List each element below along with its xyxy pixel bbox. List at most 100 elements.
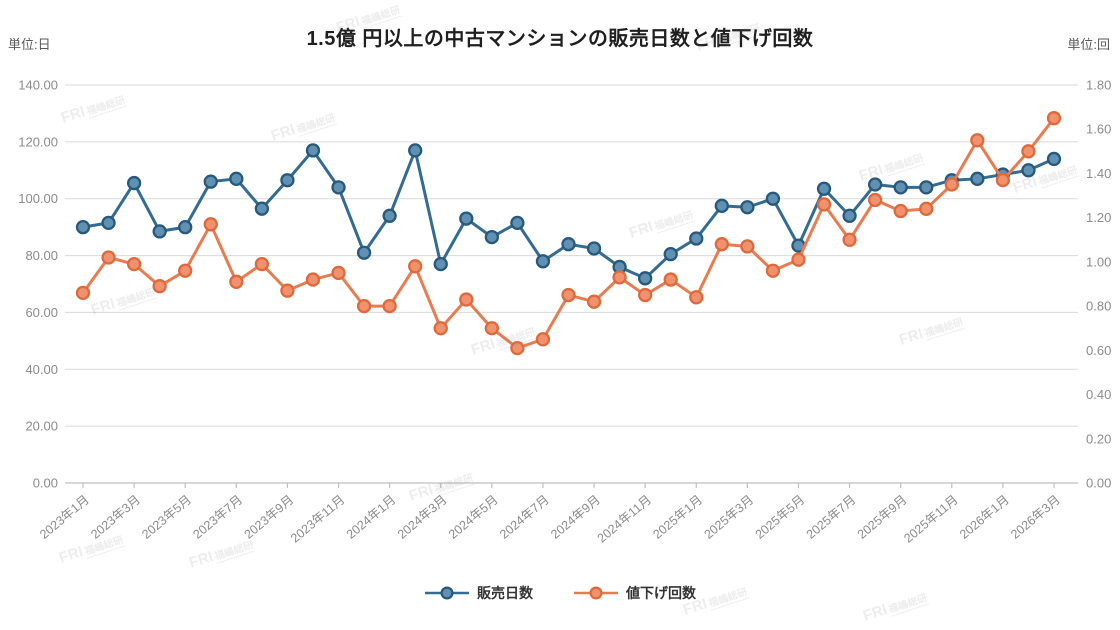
sales-days-point bbox=[408, 143, 423, 158]
y-axis-label-left: 140.00 bbox=[18, 78, 58, 93]
sales-days-point bbox=[893, 180, 908, 195]
price-cuts-point bbox=[254, 256, 270, 272]
sales-days-legend-marker-icon bbox=[425, 586, 469, 600]
sales-days-point bbox=[714, 198, 729, 213]
sales-days-point bbox=[842, 208, 857, 223]
sales-days-point bbox=[765, 191, 781, 206]
y-axis-label-left: 40.00 bbox=[25, 362, 58, 377]
price-cuts-point bbox=[816, 197, 832, 212]
price-cuts-point bbox=[893, 203, 908, 219]
price-cuts-point bbox=[689, 290, 704, 305]
price-cuts-point bbox=[203, 217, 218, 232]
sales-days-point bbox=[816, 181, 832, 196]
legend-label-price-cuts: 値下げ回数 bbox=[626, 585, 696, 601]
price-cuts-point bbox=[433, 321, 448, 336]
sales-days-point bbox=[561, 237, 576, 252]
x-axis-label: 2025年11月 bbox=[901, 493, 960, 546]
legend-item-sales-days: 販売日数 bbox=[424, 583, 533, 603]
x-axis-label: 2023年11月 bbox=[288, 493, 347, 546]
price-cuts-point bbox=[612, 270, 627, 285]
price-cuts-point bbox=[561, 287, 576, 303]
sales-days-point bbox=[433, 256, 448, 272]
x-axis-label: 2026年1月 bbox=[957, 493, 1012, 542]
x-axis-label: 2024年7月 bbox=[497, 493, 552, 542]
price-cuts-point bbox=[867, 192, 883, 208]
x-axis-label: 2025年1月 bbox=[650, 493, 705, 542]
sales-days-point bbox=[510, 215, 525, 231]
price-cuts-point bbox=[382, 298, 397, 314]
sales-days-point bbox=[254, 201, 270, 216]
x-axis-label: 2023年5月 bbox=[139, 493, 194, 542]
x-axis-label: 2024年3月 bbox=[395, 493, 450, 542]
price-cuts-point bbox=[995, 172, 1011, 188]
sales-days-point bbox=[178, 219, 193, 235]
price-cuts-point bbox=[740, 239, 755, 254]
y-axis-label-left: 20.00 bbox=[25, 419, 58, 434]
sales-days-point bbox=[101, 215, 116, 231]
price-cuts-point bbox=[714, 237, 729, 252]
y-axis-label-right: 1.40 bbox=[1086, 166, 1111, 181]
sales-days-point bbox=[75, 219, 91, 235]
page-title: 1.5億 円以上の中古マンションの販売日数と値下げ回数 bbox=[306, 28, 814, 50]
price-cuts-point bbox=[484, 321, 499, 336]
price-cuts-legend-marker-icon bbox=[574, 586, 618, 600]
y-axis-label-right: 0.80 bbox=[1086, 299, 1111, 314]
legend-item-price-cuts: 値下げ回数 bbox=[573, 583, 696, 603]
price-cuts-point bbox=[919, 201, 934, 216]
y-axis-label-right: 1.00 bbox=[1086, 254, 1111, 269]
price-cuts-point bbox=[510, 340, 525, 356]
x-axis-label: 2025年5月 bbox=[753, 493, 808, 542]
sales-days-point bbox=[126, 175, 142, 191]
price-cuts-point bbox=[535, 332, 551, 347]
y-axis-label-left: 60.00 bbox=[25, 305, 58, 320]
sales-days-point bbox=[663, 246, 678, 262]
x-axis-label: 2026年3月 bbox=[1008, 493, 1063, 542]
price-cuts-line bbox=[81, 116, 1056, 350]
sales-days-point bbox=[586, 241, 602, 256]
sales-days-point bbox=[203, 174, 218, 189]
sales-days-point bbox=[382, 208, 397, 223]
sales-days-point bbox=[305, 143, 321, 158]
price-cuts-point bbox=[126, 256, 142, 272]
sales-days-point bbox=[152, 224, 167, 239]
price-cuts-point bbox=[280, 283, 295, 298]
right-axis-unit: 単位:回 bbox=[1067, 37, 1110, 52]
price-cuts-point bbox=[970, 133, 985, 148]
y-axis-label-left: 120.00 bbox=[18, 134, 58, 149]
left-axis-unit: 単位:日 bbox=[8, 37, 51, 52]
y-axis-label-right: 0.40 bbox=[1086, 387, 1111, 402]
price-cuts-point bbox=[663, 272, 678, 287]
legend-label-sales-days: 販売日数 bbox=[477, 585, 533, 601]
sales-days-point bbox=[867, 177, 883, 192]
x-axis-label: 2024年1月 bbox=[344, 493, 399, 542]
price-cuts-point bbox=[305, 272, 321, 287]
price-cuts-point bbox=[101, 250, 116, 265]
y-axis-label-right: 1.20 bbox=[1086, 210, 1111, 225]
legend: 販売日数 値下げ回数 bbox=[0, 583, 1120, 603]
x-axis-label: 2023年1月 bbox=[37, 493, 92, 542]
sales-days-point bbox=[331, 180, 346, 195]
y-axis-label-right: 1.60 bbox=[1086, 122, 1111, 137]
x-axis-label: 2024年5月 bbox=[446, 493, 501, 542]
price-cuts-point bbox=[1021, 144, 1036, 159]
y-axis-label-right: 0.00 bbox=[1086, 476, 1111, 491]
price-cuts-point bbox=[75, 285, 91, 300]
y-axis-label-right: 0.20 bbox=[1086, 431, 1111, 446]
x-axis-label: 2024年11月 bbox=[595, 493, 654, 546]
price-cuts-point bbox=[356, 298, 372, 314]
price-cuts-point bbox=[459, 292, 474, 307]
sales-days-point bbox=[970, 171, 985, 186]
price-cuts-point bbox=[152, 279, 167, 294]
price-cuts-point bbox=[586, 294, 602, 309]
sales-days-point bbox=[484, 229, 499, 245]
price-cuts-point bbox=[229, 274, 244, 289]
sales-days-point bbox=[1046, 151, 1062, 167]
sales-days-point bbox=[638, 271, 653, 286]
y-axis-label-left: 100.00 bbox=[18, 191, 58, 206]
sales-days-point bbox=[459, 211, 474, 226]
x-axis-label: 2023年3月 bbox=[88, 493, 143, 542]
sales-days-point bbox=[919, 180, 934, 195]
x-axis-label: 2025年7月 bbox=[804, 493, 859, 542]
